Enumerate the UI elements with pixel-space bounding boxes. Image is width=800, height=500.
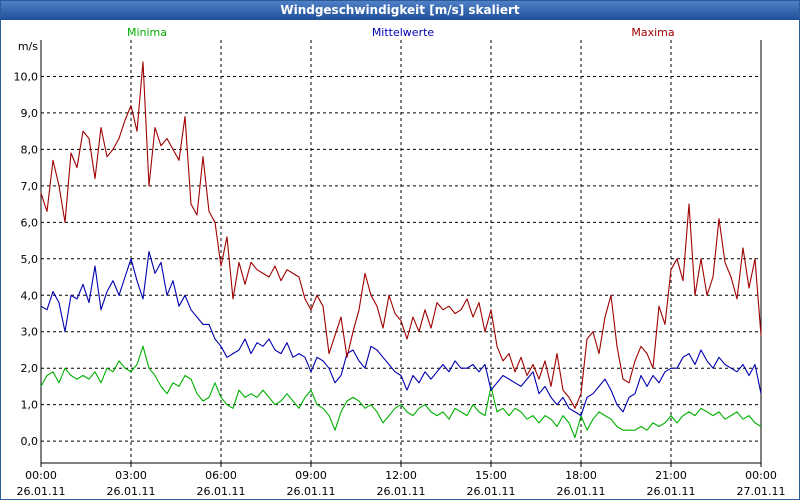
x-tick-date-label: 26.01.11 xyxy=(17,485,66,498)
y-tick-label: 5,0 xyxy=(21,253,39,266)
line-chart: 0,0 1,0 2,0 3,0 4,0 5,0 6,0 7,0 8,0 9,0 10,0 m/s 00:… xyxy=(14,26,786,498)
y-axis-unit-label: m/s xyxy=(18,40,38,53)
x-tick-time-label: 03:00 xyxy=(115,469,147,482)
legend-label-minima: Minima xyxy=(127,26,167,39)
grid-layer xyxy=(41,40,761,463)
x-tick-time-label: 21:00 xyxy=(655,469,687,482)
y-tick-label: 7,0 xyxy=(21,180,39,193)
axis-layer: 0,0 1,0 2,0 3,0 4,0 5,0 6,0 7,0 8,0 9,0 10,0 m/s 00:… xyxy=(14,40,786,498)
y-tick-label: 6,0 xyxy=(21,216,39,229)
chart-title: Windgeschwindigkeit [m/s] skaliert xyxy=(1,1,799,20)
x-tick-time-label: 15:00 xyxy=(475,469,507,482)
series-layer xyxy=(40,61,762,439)
x-tick-date-label: 26.01.11 xyxy=(107,485,156,498)
x-tick-time-label: 06:00 xyxy=(205,469,237,482)
x-tick-date-label: 27.01.11 xyxy=(737,485,786,498)
series-line-mittelwerte xyxy=(40,250,762,417)
x-tick-time-label: 00:00 xyxy=(25,469,57,482)
x-tick-time-label: 12:00 xyxy=(385,469,417,482)
x-tick-date-label: 26.01.11 xyxy=(467,485,516,498)
legend-label-mittelwerte: Mittelwerte xyxy=(372,26,435,39)
x-tick-time-label: 00:00 xyxy=(745,469,777,482)
y-tick-label: 9,0 xyxy=(21,107,39,120)
x-tick-date-label: 26.01.11 xyxy=(377,485,426,498)
x-tick-time-label: 18:00 xyxy=(565,469,597,482)
y-tick-label: 3,0 xyxy=(21,326,39,339)
series-line-maxima xyxy=(40,61,762,409)
y-tick-label: 4,0 xyxy=(21,289,39,302)
y-tick-label: 1,0 xyxy=(21,399,39,412)
legend-label-maxima: Maxima xyxy=(631,26,674,39)
series-line-minima xyxy=(40,345,762,439)
y-tick-label: 0,0 xyxy=(21,435,39,448)
x-tick-date-label: 26.01.11 xyxy=(197,485,246,498)
x-tick-time-label: 09:00 xyxy=(295,469,327,482)
y-tick-label: 10,0 xyxy=(14,70,39,83)
x-tick-date-label: 26.01.11 xyxy=(287,485,336,498)
x-tick-date-label: 26.01.11 xyxy=(647,485,696,498)
legend-layer: Minima Mittelwerte Maxima xyxy=(127,26,675,39)
y-tick-label: 8,0 xyxy=(21,143,39,156)
x-tick-date-label: 26.01.11 xyxy=(557,485,606,498)
y-tick-label: 2,0 xyxy=(21,362,39,375)
